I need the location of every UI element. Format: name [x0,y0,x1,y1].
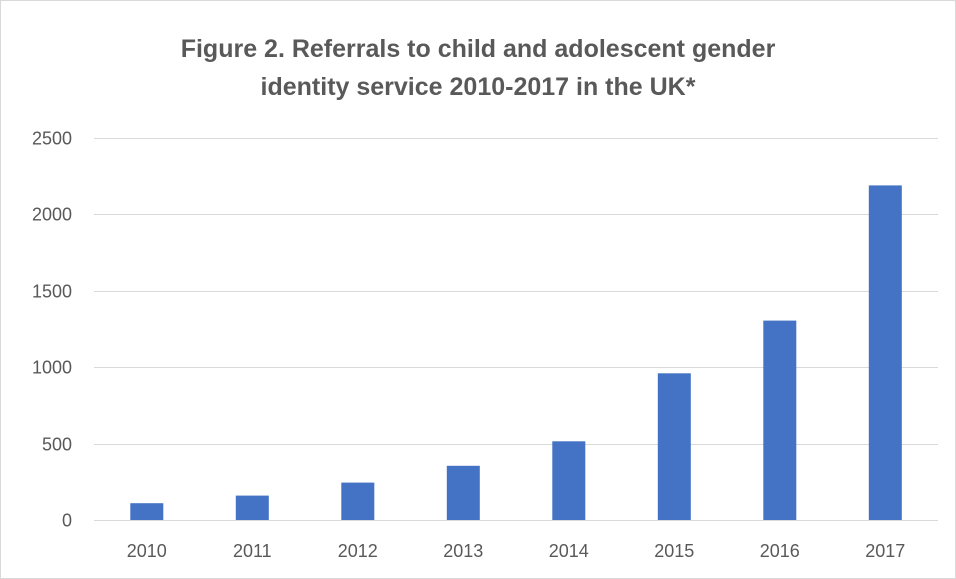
bar-2011 [235,495,269,520]
x-tick-label: 2013 [443,541,483,561]
chart-title-line-1: Figure 2. Referrals to child and adolesc… [180,35,776,63]
bar-2014 [552,441,586,520]
x-tick-label: 2017 [865,541,905,561]
y-axis-tick-labels: 0 500 1000 1500 2000 2500 [32,129,72,531]
y-tick-label: 1000 [32,358,72,378]
bars [130,185,902,520]
bar-2015 [657,373,691,520]
bar-2013 [446,465,480,520]
x-tick-label: 2014 [549,541,589,561]
chart-title: Figure 2. Referrals to child and adolesc… [0,30,956,106]
chart-title-line-2: identity service 2010-2017 in the UK* [260,73,696,101]
x-tick-label: 2015 [654,541,694,561]
x-tick-label: 2012 [338,541,378,561]
y-tick-label: 0 [62,511,72,531]
y-tick-label: 500 [42,435,72,455]
x-tick-label: 2016 [760,541,800,561]
bar-2017 [868,185,902,520]
bar-2012 [341,482,375,520]
y-tick-label: 2000 [32,205,72,225]
gridlines [94,138,938,521]
x-tick-label: 2010 [127,541,167,561]
x-tick-label: 2011 [233,541,272,561]
bar-2010 [130,503,164,520]
x-axis-tick-labels: 2010 2011 2012 2013 2014 2015 2016 2017 [127,541,906,561]
y-tick-label: 2500 [32,129,72,149]
y-tick-label: 1500 [32,282,72,302]
bar-2016 [763,320,797,520]
